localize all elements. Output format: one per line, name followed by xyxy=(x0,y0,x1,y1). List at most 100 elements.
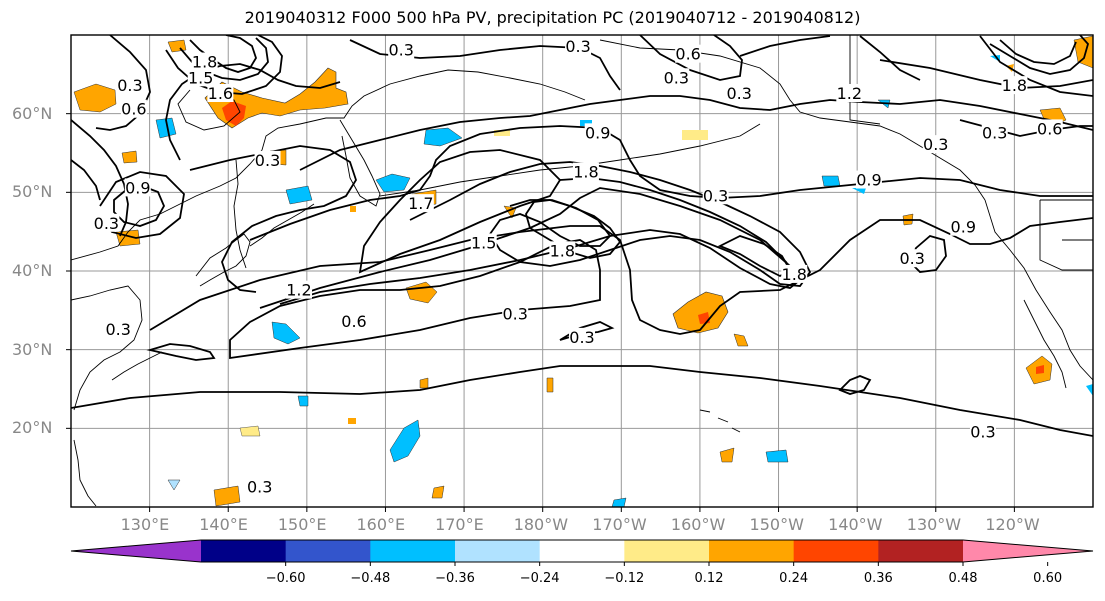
contour-labels: 1.81.51.60.30.60.90.30.30.30.3 0.3 0.60.30… xyxy=(93,36,1063,496)
pv-contour xyxy=(859,35,921,81)
contour-label-background xyxy=(922,135,949,154)
coastline-korea-china xyxy=(71,285,143,411)
colorbar-tick-label: 0.24 xyxy=(779,571,809,586)
contour-label-background xyxy=(502,304,529,323)
contour-label-background xyxy=(105,320,132,338)
contour-label-background xyxy=(341,312,368,331)
pv-contour xyxy=(358,149,562,274)
coastline-philippines xyxy=(73,439,97,507)
contour-label: 0.3 xyxy=(664,68,689,87)
precip-negative-patch xyxy=(765,449,789,463)
latitude-label: 60°N xyxy=(12,103,53,123)
colorbar-tick-label: 0.36 xyxy=(863,571,893,586)
colorbar-segment xyxy=(709,540,795,562)
contour-label-background xyxy=(584,123,611,142)
precip-positive-patch xyxy=(350,206,356,212)
precip-positive-patch xyxy=(213,485,241,507)
contour-label-background xyxy=(388,40,415,59)
contour-label-background xyxy=(572,162,599,181)
pv-contour xyxy=(249,125,1093,241)
precip-negative-patch xyxy=(375,173,411,193)
contour-label: 1.7 xyxy=(408,194,433,213)
pv-contour xyxy=(146,343,216,361)
pv-contour xyxy=(979,35,1093,97)
colorbar-segment xyxy=(370,540,456,562)
border-alaska-canada xyxy=(849,35,881,125)
contour-label: 0.6 xyxy=(341,312,366,331)
contour-label-background xyxy=(569,327,595,346)
contour-label-background xyxy=(116,76,143,95)
coastlines xyxy=(71,35,1093,507)
contour-label-background xyxy=(191,52,218,71)
latitude-label: 50°N xyxy=(12,182,53,202)
longitude-label: 170°W xyxy=(592,515,647,534)
precip-negative-patch xyxy=(167,479,181,491)
longitude-label: 160°E xyxy=(356,515,406,534)
coastline-asia xyxy=(71,69,586,261)
longitude-label: 140°E xyxy=(199,515,248,534)
contour-label-background xyxy=(1036,119,1063,138)
precip-negative-patch xyxy=(389,419,421,463)
colorbar-segment xyxy=(624,540,710,562)
pv-contour xyxy=(838,375,872,395)
precip-negative-patch xyxy=(821,175,841,187)
contour-label: 1.5 xyxy=(471,233,496,252)
colorbar xyxy=(70,539,1094,566)
precip-negative-patch xyxy=(285,185,313,205)
precip-strong-patch xyxy=(1036,365,1044,374)
colorbar-segment xyxy=(285,540,371,562)
contour-label-background xyxy=(899,249,926,268)
precip-positive-patch xyxy=(73,83,117,113)
contour-label-background xyxy=(675,44,702,63)
contour-label-background xyxy=(781,264,808,283)
contour-label: 0.3 xyxy=(255,151,280,170)
coastline-okhotsk xyxy=(177,89,241,131)
colorbar-segment xyxy=(455,540,541,562)
colorbar-tick-label: −0.60 xyxy=(265,571,306,586)
contour-label: 0.3 xyxy=(569,328,594,347)
precip-positive-patch xyxy=(719,447,735,463)
pv-contour xyxy=(639,35,743,81)
contour-label: 0.9 xyxy=(585,123,610,142)
precip-positive-patch xyxy=(546,377,554,393)
contour-label: 0.3 xyxy=(117,76,142,95)
colorbar-tick-label: 0.12 xyxy=(694,571,724,586)
colorbar-segment xyxy=(793,540,879,562)
colorbar-segment xyxy=(201,540,287,562)
contour-label-background xyxy=(969,422,996,441)
contour-label: 0.3 xyxy=(502,304,527,323)
precip-negative-patch xyxy=(1086,384,1093,396)
contour-label: 0.3 xyxy=(388,41,413,60)
contour-label-background xyxy=(663,68,690,87)
longitude-label: 130°E xyxy=(120,515,170,534)
colorbar-tick-label: −0.12 xyxy=(604,571,645,586)
contour-label-background xyxy=(726,84,753,102)
contour-label: 0.9 xyxy=(856,171,881,190)
contour-label: 0.3 xyxy=(727,84,752,103)
latitude-label: 30°N xyxy=(12,339,53,359)
coastline-baja xyxy=(1023,299,1067,389)
colorbar-tick-label: 0.60 xyxy=(1033,571,1063,586)
pv-contour xyxy=(879,59,1093,89)
contour-label-background xyxy=(981,123,1008,142)
border-states xyxy=(1039,200,1093,271)
pv-contour xyxy=(409,161,812,287)
contour-label: 1.8 xyxy=(573,163,598,182)
contour-label-background xyxy=(207,84,234,102)
contour-label-background xyxy=(1001,76,1028,95)
pv-contour xyxy=(149,217,1093,335)
coastline-sakhalin xyxy=(233,159,247,269)
contour-label: 1.8 xyxy=(192,53,217,72)
coastline-kamchatka xyxy=(339,119,381,207)
precip-positive-patch xyxy=(239,425,261,437)
contour-label: 1.8 xyxy=(550,241,575,260)
precip-negative-patch xyxy=(297,395,309,407)
coastline-hawaii xyxy=(699,409,741,433)
pv-contour xyxy=(71,119,129,237)
contour-label: 0.9 xyxy=(125,178,150,197)
longitude-label: 120°W xyxy=(985,515,1040,534)
colorbar-outline xyxy=(70,539,1094,563)
contour-label: 0.9 xyxy=(951,218,976,237)
contour-label-background xyxy=(187,68,214,87)
